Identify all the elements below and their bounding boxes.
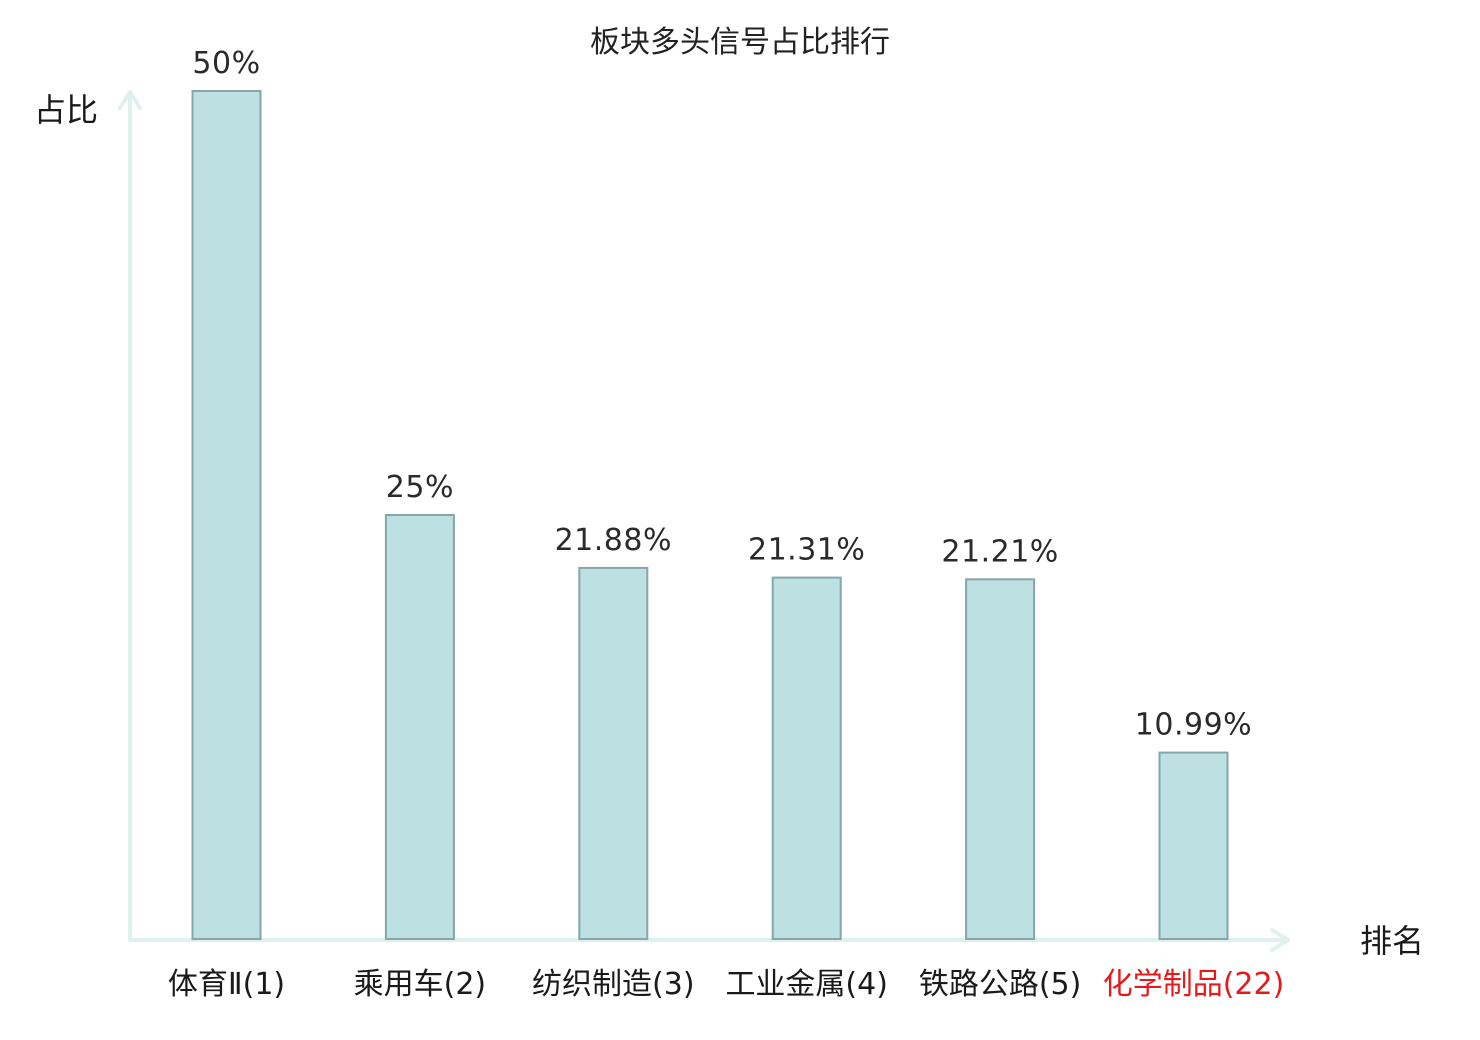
bar bbox=[384, 514, 455, 940]
data-label: 50% bbox=[192, 46, 260, 81]
data-label: 25% bbox=[386, 470, 454, 505]
value-labels-group: 50% 25% 21.88% 21.31% 21.21% 10.99% bbox=[192, 46, 1252, 743]
data-label: 21.21% bbox=[941, 534, 1058, 569]
category-labels-group: 体育Ⅱ(1) 乘用车(2) 纺织制造(3) 工业金属(4) 铁路公路(5) 化学制品(22… bbox=[168, 967, 1284, 1002]
bar bbox=[191, 90, 262, 940]
data-label: 10.99% bbox=[1135, 708, 1252, 743]
category-label: 化学制品(22) bbox=[1103, 967, 1285, 1002]
bar bbox=[578, 566, 649, 941]
y-axis-arrow bbox=[118, 90, 142, 110]
category-label: 铁路公路(5) bbox=[919, 967, 1082, 1002]
x-axis-arrow bbox=[1270, 928, 1290, 952]
data-label: 21.31% bbox=[748, 533, 865, 568]
data-label: 21.88% bbox=[555, 523, 672, 558]
bar bbox=[965, 578, 1036, 940]
category-label: 乘用车(2) bbox=[354, 967, 487, 1002]
category-label: 体育Ⅱ(1) bbox=[168, 967, 285, 1002]
category-label: 工业金属(4) bbox=[725, 967, 888, 1002]
category-label: 纺织制造(3) bbox=[532, 967, 695, 1002]
bar bbox=[771, 576, 842, 940]
bars-group bbox=[191, 90, 1229, 941]
chart-title: 板块多头信号占比排行 bbox=[590, 25, 890, 60]
y-axis-label: 占比 bbox=[34, 91, 98, 129]
bar bbox=[1158, 751, 1229, 940]
x-axis-label: 排名 bbox=[1360, 922, 1424, 960]
